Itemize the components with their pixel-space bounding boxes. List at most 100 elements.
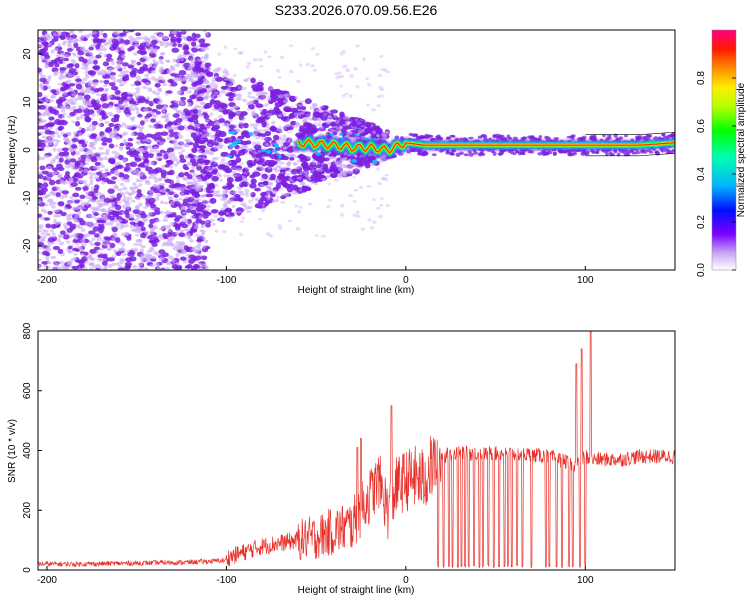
spectrogram-dot [88,224,94,228]
spectrogram-dot [138,147,144,151]
spectrogram-dot [100,181,106,185]
spectrogram-dot [260,113,266,118]
spectrogram-dot [255,103,264,108]
spectrogram-dot [177,100,183,104]
spectrogram-dot [145,113,153,118]
spectrogram-dot [340,213,345,217]
spectrogram-dot [424,135,430,140]
spectrogram-dot [276,164,281,168]
spectrogram-dot [193,263,200,269]
spectrogram-dot [81,201,87,205]
spectrogram-dot [178,246,184,250]
spectrogram-dot [316,122,322,127]
spectrogram-dot [262,141,271,148]
colorbar-label: Normalized spectral amplitude [736,82,747,217]
spectrogram-dot [186,263,193,269]
spectrogram-dot [40,87,45,90]
spectrogram-dot [180,187,186,191]
spectrogram-dot [62,234,70,240]
spectrogram-dot [154,167,163,173]
spectrogram-dot [162,218,169,223]
spectrogram-dot [174,77,181,82]
spectrogram-dot [166,159,174,166]
spectrogram-dot [104,221,111,226]
spectrogram-dot [98,51,103,55]
spectrogram-dot [73,253,78,256]
spectrogram-dot [99,152,105,156]
spectrogram-dot [84,233,91,238]
spectrogram-dot [103,236,111,240]
spectrogram-dot [71,144,78,149]
spectrogram-dot [192,109,199,114]
spectrogram-dot [150,133,157,140]
spectrogram-dot [123,168,129,172]
spectrogram-dot [296,159,301,163]
spectrogram-dot [249,123,255,127]
spectrogram-dot [223,122,229,127]
spectrogram-dot [241,216,246,220]
spectrogram-dot [204,32,209,36]
spectrogram-dot [349,74,354,78]
spectrogram-dot [57,148,63,153]
spectrogram-dot [124,124,130,129]
spectrogram-dot [103,37,109,41]
spectrogram-dot [38,246,44,250]
spectrogram-dot [123,99,129,104]
spectrogram-dot [101,103,110,109]
spectrogram-dot [196,96,204,102]
spectrogram-dot [42,176,48,181]
spectrogram-dot [195,218,203,224]
spectrogram-dot [356,121,362,125]
spectrogram-dot [130,62,136,66]
spectrogram-dot [172,113,180,118]
spectrogram-dot [142,85,148,90]
spectrogram-dot [57,201,65,207]
spectrogram-dot [133,249,138,253]
spectrogram-dot [279,55,285,59]
spectrogram-dot [238,114,245,121]
spectrogram-dot [111,38,119,44]
spectrogram-dot [80,239,86,243]
spectrogram-dot [66,261,72,266]
spectrogram-dot [166,147,175,153]
spectrogram-dot [78,246,84,251]
spectrogram-dot [160,61,165,65]
spectrogram-dot [71,52,76,56]
spectrogram-dot [85,191,90,195]
spectrogram-dot [218,211,225,216]
spectrogram-dot [415,149,422,153]
spectrogram-dot [328,120,333,124]
spectrogram-dot [148,246,155,251]
spectrogram-dot [259,64,264,68]
spectrogram-dot [177,131,182,136]
spectrogram-dot [219,178,224,182]
spectrogram-dot [231,167,237,170]
spectrogram-dot [194,187,200,192]
spectrogram-dot [385,70,391,74]
spectrogram-dot [164,178,172,183]
spectrogram-dot [339,74,344,79]
spectrogram-dot [93,187,99,194]
spectrogram-dot [138,262,143,267]
spectrogram-dot [260,209,266,213]
spectrogram-dot [354,164,360,167]
spectrogram-dot [197,145,206,149]
spectrogram-dot [297,154,305,159]
spectrogram-dot [538,135,543,139]
spectrogram-dot [61,115,66,119]
spectrogram-dot [315,52,320,56]
spectrogram-dot [98,197,103,202]
spectrogram-dot [558,149,564,154]
spectrogram-dot [247,162,254,168]
spectrogram-dot [151,108,158,113]
spectrogram-dot [95,54,102,59]
spectrogram-dot [267,55,272,59]
spectrogram-dot [306,175,311,179]
spectrogram-dot [121,133,126,137]
spectrogram-dot [166,59,171,63]
spectrogram-dot [384,130,390,135]
spectrogram-dot [139,248,145,253]
spectrogram-dot [177,151,183,155]
spectrogram-dot [160,189,166,193]
spectrogram-dot [205,222,211,228]
